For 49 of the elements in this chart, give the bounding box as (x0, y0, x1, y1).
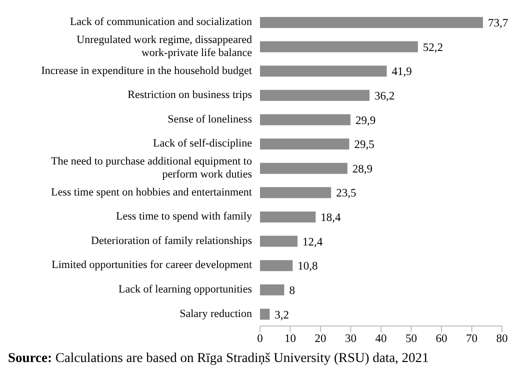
bar (260, 66, 387, 77)
y-tick-label: Deterioration of family relationships (91, 234, 252, 247)
data-label: 41,9 (392, 66, 412, 78)
y-tick-label: Lack of self-discipline (153, 138, 252, 150)
bar (260, 162, 348, 174)
x-tick-label: 20 (314, 333, 326, 346)
bar (260, 308, 270, 320)
data-label: 29,9 (355, 114, 376, 127)
bar (260, 114, 350, 126)
bar (260, 211, 316, 222)
source-note: Source: Calculations are based on Rīga Stradiņš University (RSU) data, 2021 (8, 350, 430, 366)
bar (260, 187, 332, 198)
data-label: 52,2 (422, 42, 444, 54)
data-label: 8 (289, 284, 296, 297)
x-tick-label: 60 (436, 333, 448, 346)
bar (260, 284, 284, 296)
bar (260, 260, 293, 272)
data-label: 29,5 (354, 139, 375, 152)
y-tick-label: Less time to spend with family (116, 210, 252, 223)
bar (260, 90, 370, 101)
y-tick-label: Restriction on business trips (128, 89, 252, 102)
x-tick-label: 30 (345, 333, 357, 346)
data-label: 36,2 (374, 90, 395, 103)
y-tick-label: Less time spent on hobbies and entertainment (50, 186, 252, 198)
data-label: 18,4 (320, 212, 342, 224)
x-tick-label: 10 (284, 333, 296, 346)
data-label: 3,2 (274, 309, 290, 322)
data-label: 73,7 (488, 18, 508, 30)
y-tick-label: Sense of loneliness (168, 113, 252, 126)
y-tick-label: Unregulated work regime, dissappeared work-private life balance (76, 34, 252, 59)
bar (260, 17, 483, 28)
bar (260, 41, 418, 52)
data-label: 28,9 (352, 163, 373, 176)
x-tick-label: 80 (496, 333, 508, 346)
y-tick-label: Limited opportunities for career development (52, 259, 252, 272)
y-tick-label: Lack of communication and socialization (70, 16, 252, 28)
bar (260, 236, 298, 247)
y-tick-label: Lack of learning opportunities (118, 284, 252, 296)
data-label: 12,4 (302, 236, 323, 248)
data-label: 23,5 (336, 188, 356, 200)
y-tick-label: The need to purchase additional equipment to perform work duties (51, 156, 252, 180)
x-tick-label: 50 (406, 333, 418, 346)
x-tick-label: 70 (466, 333, 478, 346)
y-tick-label: Increase in expenditure in the household budget (41, 64, 252, 77)
x-tick-label: 0 (257, 333, 264, 346)
bar (260, 138, 350, 150)
data-label: 10,8 (298, 260, 318, 273)
y-tick-label: Salary reduction (180, 308, 252, 320)
x-tick-label: 40 (375, 333, 387, 346)
